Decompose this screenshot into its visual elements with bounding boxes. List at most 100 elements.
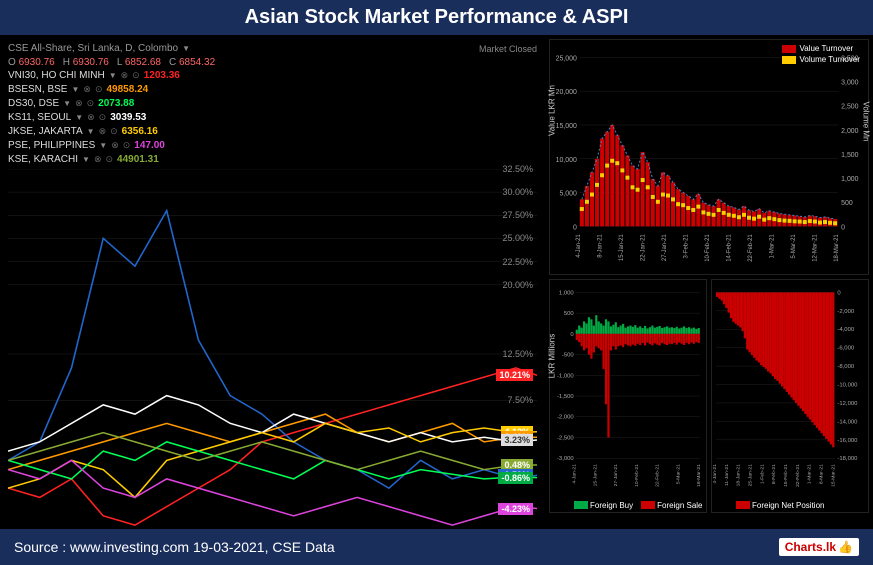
svg-text:0: 0	[837, 290, 841, 296]
svg-text:8-Feb-21: 8-Feb-21	[771, 463, 777, 483]
close-icon[interactable]: ⊗	[99, 126, 107, 137]
svg-text:-4,000: -4,000	[837, 327, 854, 333]
foreign-svg: 1,0005000-500-1,000-1,500-2,000-2,500-3,…	[550, 280, 706, 512]
chevron-down-icon[interactable]: ▼	[71, 85, 79, 94]
chevron-down-icon[interactable]: ▼	[182, 44, 190, 53]
market-status: Market Closed	[479, 44, 537, 54]
svg-text:500: 500	[841, 200, 853, 207]
svg-text:5-Mar-21: 5-Mar-21	[791, 234, 797, 259]
legend-volume-color	[782, 56, 796, 64]
settings-icon[interactable]: ⊙	[132, 70, 140, 81]
svg-text:10,000: 10,000	[556, 157, 577, 164]
thumbs-up-icon: 👍	[838, 540, 853, 554]
line-chart-svg	[8, 169, 537, 539]
ticker-value: 3039.53	[110, 112, 146, 123]
svg-text:15-Jan-21: 15-Jan-21	[592, 463, 598, 485]
svg-text:1-Mar-21: 1-Mar-21	[807, 463, 813, 483]
chevron-down-icon[interactable]: ▼	[75, 113, 83, 122]
settings-icon[interactable]: ⊙	[110, 126, 118, 137]
ticker-row[interactable]: BSESN, BSE ▼ ⊗ ⊙ 49858.24	[8, 84, 537, 95]
ticker-row[interactable]: PSE, PHILIPPINES ▼ ⊗ ⊙ 147.00	[8, 140, 537, 151]
foreign-netpos-chart[interactable]: 0-2,000-4,000-6,000-8,000-10,000-12,000-…	[711, 279, 869, 513]
ticker-value: 49858.24	[106, 84, 148, 95]
settings-icon[interactable]: ⊙	[106, 154, 114, 165]
ticker-name: KS11, SEOUL	[8, 112, 71, 123]
settings-icon[interactable]: ⊙	[87, 98, 95, 109]
svg-text:5-Mar-21: 5-Mar-21	[675, 463, 681, 483]
close-icon[interactable]: ⊗	[87, 112, 95, 123]
svg-text:5,000: 5,000	[559, 191, 577, 198]
svg-text:22-Jan-21: 22-Jan-21	[640, 234, 646, 261]
svg-text:0: 0	[573, 224, 577, 231]
settings-icon[interactable]: ⊙	[95, 84, 103, 95]
ticker-row[interactable]: VNI30, HO CHI MINH ▼ ⊗ ⊙ 1203.36	[8, 70, 537, 81]
svg-text:-3,000: -3,000	[557, 456, 574, 462]
svg-text:18-Jan-21: 18-Jan-21	[736, 463, 742, 485]
right-panel: Value Turnover Volume Turnover Value LKR…	[545, 35, 873, 515]
y-tick-label: 20.00%	[502, 280, 533, 290]
ticker-row[interactable]: KSE, KARACHI ▼ ⊗ ⊙ 44901.31	[8, 154, 537, 165]
foreign-legend: Foreign Buy Foreign Sale	[574, 501, 703, 510]
chevron-down-icon[interactable]: ▼	[109, 71, 117, 80]
turnover-chart[interactable]: Value Turnover Volume Turnover Value LKR…	[549, 39, 869, 275]
pct-badge: 3.23%	[501, 434, 533, 446]
ohlc-o: O 6930.76	[8, 57, 55, 68]
svg-text:-2,500: -2,500	[557, 435, 574, 441]
chevron-down-icon[interactable]: ▼	[82, 155, 90, 164]
y-tick-label: 25.00%	[502, 233, 533, 243]
pct-badge: -0.86%	[498, 472, 533, 484]
close-icon[interactable]: ⊗	[121, 70, 129, 81]
ticker-row[interactable]: KS11, SEOUL ▼ ⊗ ⊙ 3039.53	[8, 112, 537, 123]
svg-text:1,000: 1,000	[841, 176, 859, 183]
svg-text:22-Feb-21: 22-Feb-21	[655, 463, 661, 486]
close-icon[interactable]: ⊗	[83, 84, 91, 95]
svg-text:1-Feb-21: 1-Feb-21	[759, 463, 765, 483]
chevron-down-icon[interactable]: ▼	[99, 141, 107, 150]
y-tick-label: 7.50%	[507, 395, 533, 405]
y-tick-label: 30.00%	[502, 187, 533, 197]
svg-text:2,000: 2,000	[841, 128, 859, 135]
y-tick-label: 27.50%	[502, 210, 533, 220]
ticker-row[interactable]: JKSE, JAKARTA ▼ ⊗ ⊙ 6356.16	[8, 126, 537, 137]
svg-text:10-Feb-21: 10-Feb-21	[705, 234, 711, 262]
svg-text:15,000: 15,000	[556, 123, 577, 130]
svg-text:0: 0	[841, 224, 845, 231]
ticker-name: VNI30, HO CHI MINH	[8, 70, 105, 81]
ticker-name: KSE, KARACHI	[8, 154, 78, 165]
netpos-svg: 0-2,000-4,000-6,000-8,000-10,000-12,000-…	[712, 280, 868, 512]
foreign-buysale-chart[interactable]: LKR Millions 1,0005000-500-1,000-1,500-2…	[549, 279, 707, 513]
svg-text:20,000: 20,000	[556, 89, 577, 96]
ohlc-l: L 6852.68	[117, 57, 161, 68]
settings-icon[interactable]: ⊙	[99, 112, 107, 123]
close-icon[interactable]: ⊗	[111, 140, 119, 151]
brand-badge[interactable]: Charts.lk👍	[779, 538, 859, 556]
svg-text:1,500: 1,500	[841, 152, 859, 159]
settings-icon[interactable]: ⊙	[123, 140, 131, 151]
svg-text:-6,000: -6,000	[837, 345, 854, 351]
chevron-down-icon[interactable]: ▼	[63, 99, 71, 108]
close-icon[interactable]: ⊗	[94, 154, 102, 165]
svg-text:12-Mar-21: 12-Mar-21	[813, 234, 819, 262]
svg-text:22-Feb-21: 22-Feb-21	[795, 463, 801, 486]
turnover-y-right-label: Volume Mn	[862, 101, 871, 141]
ticker-list: VNI30, HO CHI MINH ▼ ⊗ ⊙ 1203.36 BSESN, B…	[8, 70, 537, 165]
svg-text:1-Mar-21: 1-Mar-21	[770, 234, 776, 259]
ticker-row[interactable]: DS30, DSE ▼ ⊗ ⊙ 2073.88	[8, 98, 537, 109]
svg-text:22-Feb-21: 22-Feb-21	[748, 234, 754, 262]
svg-text:-2,000: -2,000	[557, 414, 574, 420]
svg-text:15-Jan-21: 15-Jan-21	[619, 234, 625, 261]
chevron-down-icon[interactable]: ▼	[87, 127, 95, 136]
svg-text:14-Feb-21: 14-Feb-21	[727, 234, 733, 262]
line-chart-area[interactable]: 32.50%30.00%27.50%25.00%22.50%20.00%12.5…	[8, 169, 537, 539]
ticker-value: 6356.16	[122, 126, 158, 137]
svg-text:4-Jan-21: 4-Jan-21	[572, 463, 578, 483]
close-icon[interactable]: ⊗	[75, 98, 83, 109]
svg-text:3-Feb-21: 3-Feb-21	[683, 234, 689, 259]
turnover-y-left-label: Value LKR Mn	[548, 85, 557, 136]
svg-text:-18,000: -18,000	[837, 456, 858, 462]
svg-text:8-Mar-21: 8-Mar-21	[819, 463, 825, 483]
svg-text:-14,000: -14,000	[837, 419, 858, 425]
svg-text:-16,000: -16,000	[837, 437, 858, 443]
foreign-y-label: LKR Millions	[548, 333, 557, 377]
ticker-name: DS30, DSE	[8, 98, 59, 109]
